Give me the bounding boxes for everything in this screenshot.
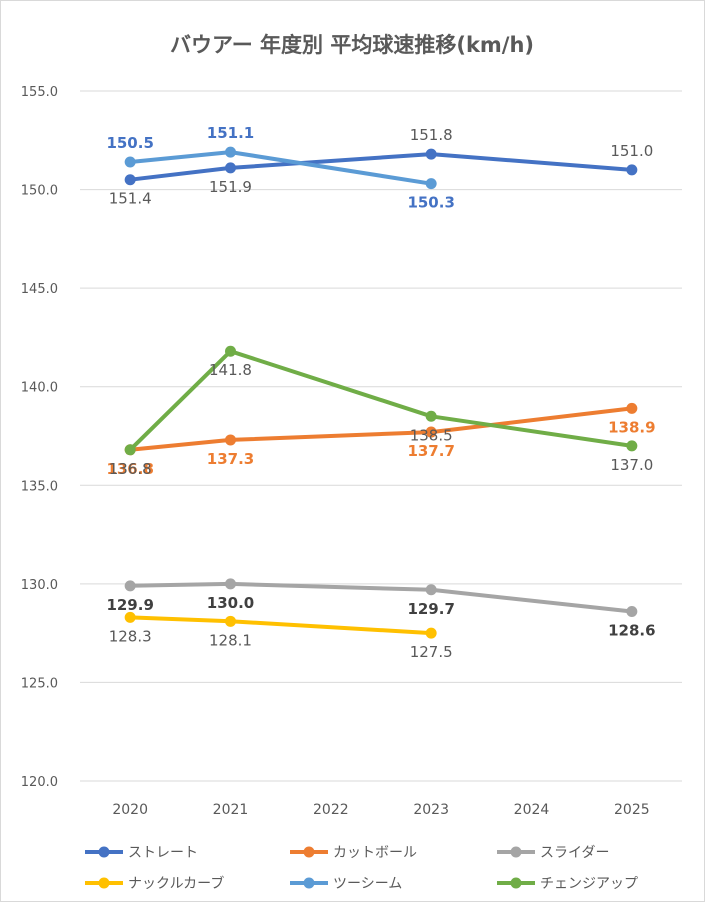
data-point: [225, 615, 236, 627]
y-tick-label: 150.0: [21, 184, 58, 199]
x-tick-label: 2025: [614, 802, 650, 818]
data-label: 151.0: [610, 142, 653, 160]
data-label: 151.8: [410, 126, 453, 144]
data-label: 151.9: [209, 178, 252, 196]
legend-label: ツーシーム: [333, 876, 402, 892]
data-point: [425, 410, 437, 422]
data-label: 138.9: [608, 418, 655, 436]
data-point: [626, 605, 638, 617]
series-line: [128, 581, 634, 614]
data-label: 150.5: [106, 134, 153, 152]
series-lines: [124, 146, 638, 639]
data-point: [225, 162, 236, 174]
x-tick-label: 2022: [313, 802, 349, 818]
data-point: [425, 148, 437, 160]
data-point: [124, 174, 136, 186]
legend-marker: [303, 846, 315, 858]
data-point: [225, 146, 236, 158]
legend-marker: [98, 877, 110, 889]
legend-marker: [303, 877, 315, 889]
data-label: 136.8: [106, 460, 153, 478]
data-label: 137.3: [207, 450, 254, 468]
data-label: 128.6: [608, 621, 655, 639]
data-point: [626, 402, 638, 414]
data-point: [626, 164, 638, 176]
data-point: [225, 345, 236, 357]
legend-marker: [98, 846, 110, 858]
legend-label: スライダー: [540, 845, 609, 861]
data-point: [124, 444, 136, 456]
x-tick-label: 2023: [413, 802, 449, 818]
data-point: [626, 440, 638, 452]
data-label: 136.8: [109, 460, 152, 478]
data-point: [124, 580, 136, 592]
data-label: 137.0: [610, 456, 653, 474]
y-tick-label: 120.0: [21, 775, 58, 790]
y-tick-label: 145.0: [21, 282, 58, 297]
data-label: 150.3: [407, 194, 454, 212]
data-point: [425, 584, 437, 596]
legend-label: ナックルカーブ: [128, 875, 224, 892]
chart-title: バウアー 年度別 平均球速推移(km/h): [170, 33, 534, 57]
series-line: [128, 615, 434, 636]
y-tick-label: 125.0: [21, 676, 58, 691]
data-label: 138.5: [410, 426, 453, 444]
data-point: [124, 156, 136, 168]
x-tick-label: 2021: [213, 802, 249, 818]
data-point: [425, 178, 437, 190]
y-tick-label: 140.0: [21, 381, 58, 396]
data-label: 129.9: [106, 596, 153, 614]
y-tick-label: 130.0: [21, 578, 58, 593]
y-tick-label: 155.0: [21, 85, 58, 100]
legend-label: ストレート: [128, 845, 198, 861]
x-axis-ticks: 2020 2021 2022 2023 2024 2025: [112, 802, 649, 818]
gridlines: [80, 90, 682, 782]
data-point: [425, 627, 437, 639]
legend-label: カットボール: [333, 845, 417, 861]
data-label: 128.3: [109, 627, 152, 645]
series-line: [128, 406, 634, 452]
data-label: 130.0: [207, 594, 254, 612]
data-label: 137.7: [407, 442, 454, 460]
data-point: [225, 578, 236, 590]
data-label: 129.7: [407, 600, 454, 618]
series-line: [128, 349, 634, 452]
legend-marker: [510, 846, 522, 858]
data-label: 127.5: [410, 643, 453, 661]
data-point: [225, 434, 236, 446]
data-label: 151.1: [207, 124, 254, 142]
data-label: 141.8: [209, 361, 252, 379]
data-point: [425, 426, 437, 438]
data-label: 151.4: [109, 190, 152, 208]
y-tick-label: 135.0: [21, 479, 58, 494]
data-labels: 151.4 151.9 151.8 151.0 136.8 137.3 137.7 138.9…: [106, 124, 655, 661]
x-tick-label: 2020: [112, 802, 148, 818]
data-point: [124, 611, 136, 623]
legend-label: チェンジアップ: [540, 876, 638, 892]
data-label: 128.1: [209, 631, 252, 649]
x-tick-label: 2024: [514, 802, 550, 818]
y-axis-ticks: 120.0 125.0 130.0 135.0 140.0 145.0 150.0 155.0: [21, 85, 58, 790]
legend-marker: [510, 877, 522, 889]
series-line: [128, 152, 634, 182]
